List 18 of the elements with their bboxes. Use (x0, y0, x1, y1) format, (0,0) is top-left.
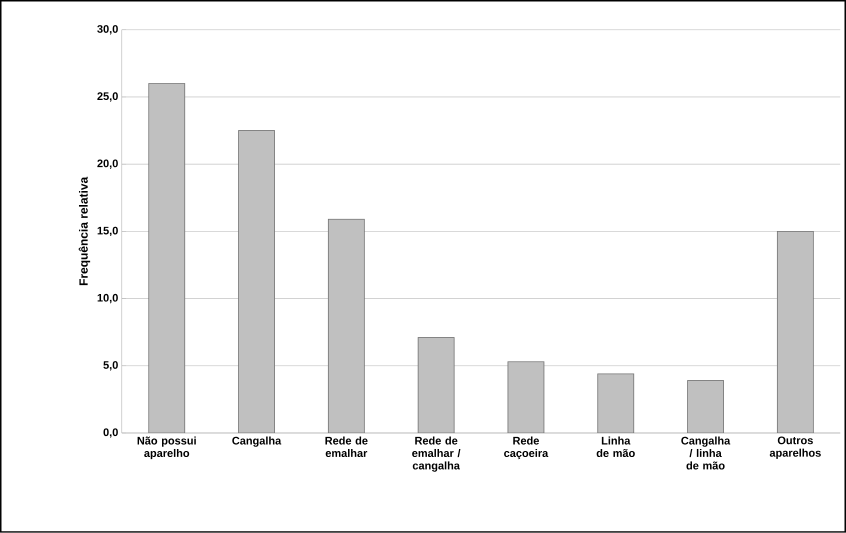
x-tick-label: Cangalha (232, 436, 282, 447)
y-tick-label: 5,0 (103, 361, 118, 371)
x-tick-label: Não possui aparelho (138, 436, 196, 460)
y-tick-label: 30,0 (97, 25, 118, 35)
y-axis-title: Frequência relativa (78, 176, 90, 286)
y-tick-label: 15,0 (98, 226, 118, 236)
y-tick-label: 0,0 (104, 428, 118, 438)
bar (597, 374, 634, 434)
y-tick-label: 20,0 (97, 160, 118, 169)
y-tick-label: 10,0 (98, 294, 118, 304)
x-tick-label: Rede caçoeira (504, 436, 548, 460)
bar (687, 380, 724, 434)
x-tick-label: Rede de emalhar / cangalha (412, 436, 460, 472)
x-tick-label: Linha de mão (596, 436, 635, 458)
y-tick-label: 25,0 (97, 92, 118, 102)
x-tick-label: Outros aparelhos (770, 436, 821, 459)
x-tick-label: Rede de emalhar (325, 436, 368, 458)
x-tick-label: Cangalha / linha de mão (681, 436, 730, 470)
